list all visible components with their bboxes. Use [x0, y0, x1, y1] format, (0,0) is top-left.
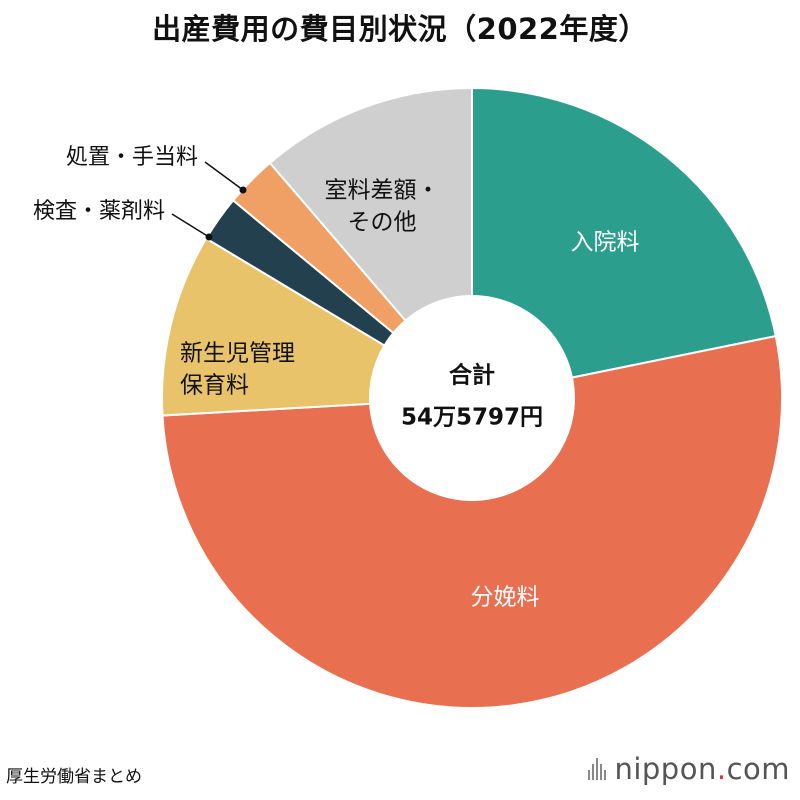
- center-label-title: 合計: [449, 362, 495, 389]
- slice-label-2: 新生児管理保育料: [180, 341, 295, 399]
- brand-logo: nippon. com: [588, 752, 790, 786]
- chart-title: 出産費用の費目別状況（2022年度）: [152, 12, 648, 46]
- pie-slice-0: [471, 86, 777, 400]
- callout-label-3: 検査・薬剤料: [33, 199, 165, 224]
- center-label-total: 54万5797円: [401, 405, 543, 431]
- callout-dot-4: [239, 186, 247, 194]
- brand-bars-icon: [588, 758, 607, 780]
- slice-label-1: 分娩料: [471, 585, 540, 611]
- callout-dot-3: [205, 233, 213, 241]
- brand-dot: .: [716, 752, 727, 786]
- callout-label-4: 処置・手当料: [66, 145, 198, 170]
- brand-name: nippon: [614, 752, 717, 786]
- slice-label-0: 入院料: [571, 230, 640, 256]
- source-note: 厚生労働省まとめ: [6, 767, 142, 787]
- slice-label-5: 室料差額・その他: [325, 178, 440, 236]
- callout-line-4: [204, 161, 244, 191]
- donut-hole: [369, 295, 575, 501]
- brand-tld: com: [726, 752, 790, 786]
- callout-line-3: [171, 213, 210, 238]
- pie-slice-1: [161, 334, 783, 709]
